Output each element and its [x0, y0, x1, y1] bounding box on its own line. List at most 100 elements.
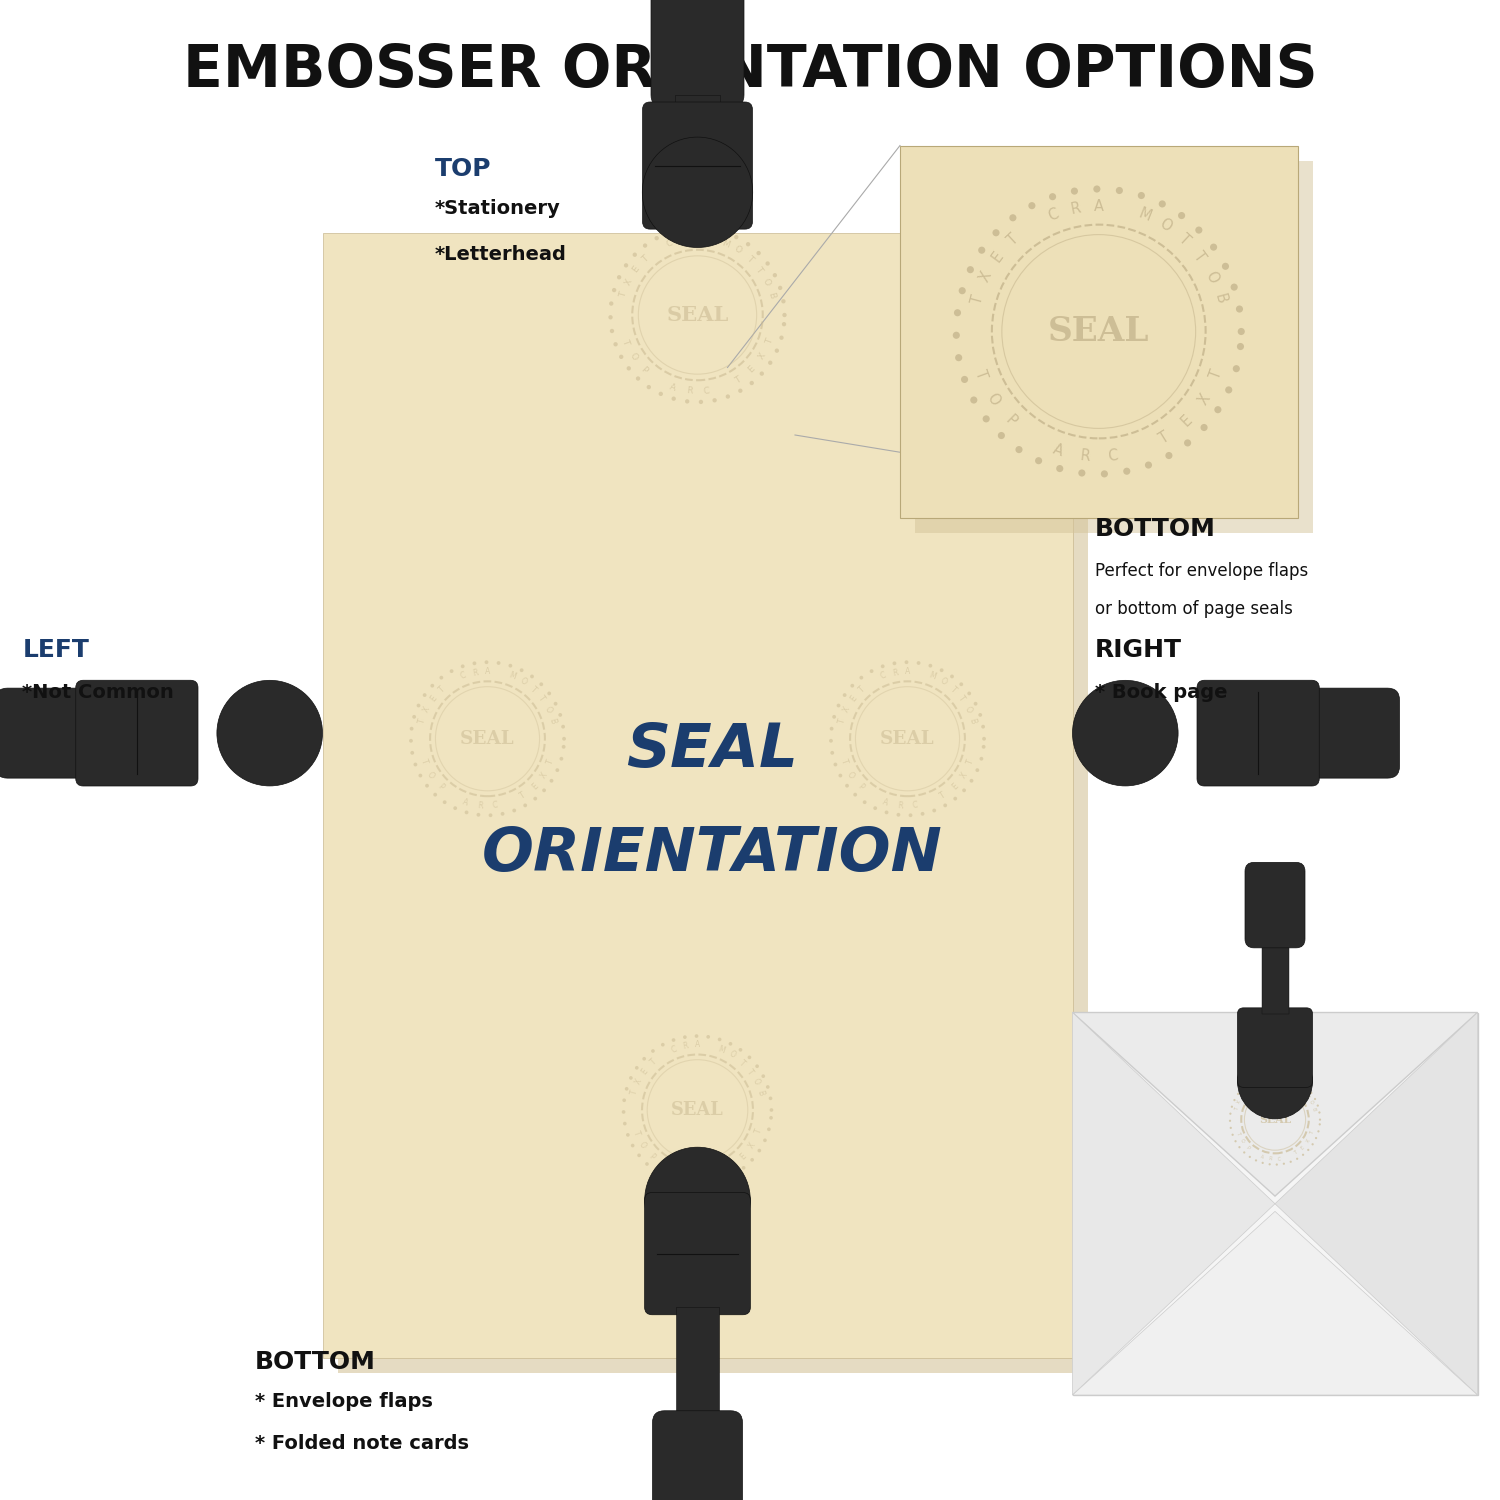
Circle shape [897, 813, 900, 816]
Circle shape [654, 236, 658, 240]
Circle shape [1238, 328, 1245, 334]
Circle shape [968, 692, 970, 696]
Circle shape [614, 342, 618, 346]
Circle shape [1269, 1162, 1270, 1166]
Circle shape [484, 660, 489, 664]
Circle shape [1010, 214, 1017, 222]
FancyBboxPatch shape [1284, 688, 1400, 778]
Circle shape [489, 813, 492, 818]
Text: M: M [1287, 1080, 1292, 1086]
Circle shape [1230, 1113, 1232, 1114]
Text: SEAL: SEAL [666, 304, 729, 326]
Text: T: T [839, 758, 849, 765]
Text: R: R [471, 668, 478, 678]
Circle shape [909, 813, 912, 818]
Circle shape [664, 1174, 668, 1179]
Circle shape [612, 288, 616, 292]
Circle shape [978, 246, 986, 254]
Circle shape [981, 724, 986, 729]
Circle shape [1138, 192, 1144, 200]
Circle shape [1234, 1140, 1236, 1143]
Circle shape [742, 1166, 746, 1170]
Text: X: X [1196, 392, 1214, 408]
Text: C: C [669, 1044, 678, 1054]
Circle shape [654, 1170, 658, 1173]
Circle shape [672, 396, 676, 400]
Circle shape [782, 322, 786, 327]
Circle shape [980, 758, 984, 760]
Circle shape [1317, 1130, 1320, 1132]
Circle shape [1048, 194, 1056, 201]
Text: X: X [622, 278, 634, 286]
Text: T: T [1310, 1131, 1316, 1136]
Circle shape [414, 762, 417, 766]
Circle shape [770, 1108, 774, 1112]
FancyBboxPatch shape [1238, 1008, 1312, 1088]
Circle shape [950, 675, 954, 678]
Circle shape [969, 778, 974, 783]
Text: C: C [702, 1170, 708, 1179]
Text: E: E [1240, 1094, 1246, 1100]
Circle shape [1306, 1149, 1310, 1150]
Circle shape [694, 1034, 699, 1038]
Circle shape [668, 231, 672, 236]
Circle shape [1116, 188, 1124, 194]
Circle shape [554, 702, 558, 705]
Text: T: T [837, 718, 848, 724]
Circle shape [933, 808, 936, 813]
Text: O: O [519, 676, 528, 687]
Text: X: X [1305, 1138, 1311, 1143]
Text: A: A [904, 668, 910, 676]
Bar [1072, 1013, 1478, 1395]
Circle shape [633, 252, 638, 257]
Circle shape [1094, 186, 1101, 192]
Circle shape [1302, 1154, 1304, 1156]
Circle shape [978, 712, 982, 717]
Circle shape [944, 804, 946, 807]
Text: P: P [855, 782, 865, 792]
Circle shape [952, 332, 960, 339]
Circle shape [477, 813, 480, 816]
Circle shape [834, 762, 837, 766]
Text: SEAL: SEAL [670, 1101, 724, 1119]
Circle shape [729, 1042, 732, 1046]
Text: R: R [686, 387, 693, 396]
Text: R: R [687, 1170, 693, 1179]
Circle shape [699, 1182, 702, 1185]
Circle shape [1256, 1160, 1257, 1161]
Circle shape [1101, 471, 1108, 477]
Circle shape [1310, 1092, 1312, 1094]
Circle shape [738, 1048, 742, 1052]
Circle shape [632, 1143, 634, 1148]
Text: TOP: TOP [435, 158, 492, 182]
Text: R: R [1269, 1156, 1272, 1161]
Text: LEFT: LEFT [22, 638, 90, 662]
Circle shape [1071, 188, 1078, 195]
Circle shape [1318, 1119, 1322, 1120]
Circle shape [754, 1065, 759, 1068]
Circle shape [662, 1042, 664, 1047]
Text: A: A [1260, 1154, 1264, 1160]
Circle shape [916, 662, 921, 664]
Circle shape [1242, 1088, 1244, 1089]
Circle shape [750, 381, 754, 386]
Circle shape [921, 812, 924, 816]
Circle shape [1232, 1106, 1233, 1108]
Text: A: A [882, 798, 890, 807]
Circle shape [833, 716, 836, 718]
Text: ORIENTATION: ORIENTATION [482, 825, 944, 885]
Circle shape [694, 226, 699, 230]
Text: B: B [1311, 1107, 1316, 1112]
Circle shape [1287, 1076, 1290, 1078]
Text: B: B [766, 291, 777, 300]
Text: A: A [1094, 198, 1104, 213]
Text: M: M [927, 670, 938, 681]
Text: B: B [548, 717, 558, 724]
Circle shape [622, 1098, 626, 1102]
Circle shape [1300, 1082, 1302, 1084]
Circle shape [783, 314, 786, 316]
Text: M: M [1136, 206, 1154, 224]
Text: SEAL: SEAL [880, 729, 934, 747]
Text: T: T [618, 291, 628, 298]
Text: A: A [694, 234, 700, 243]
